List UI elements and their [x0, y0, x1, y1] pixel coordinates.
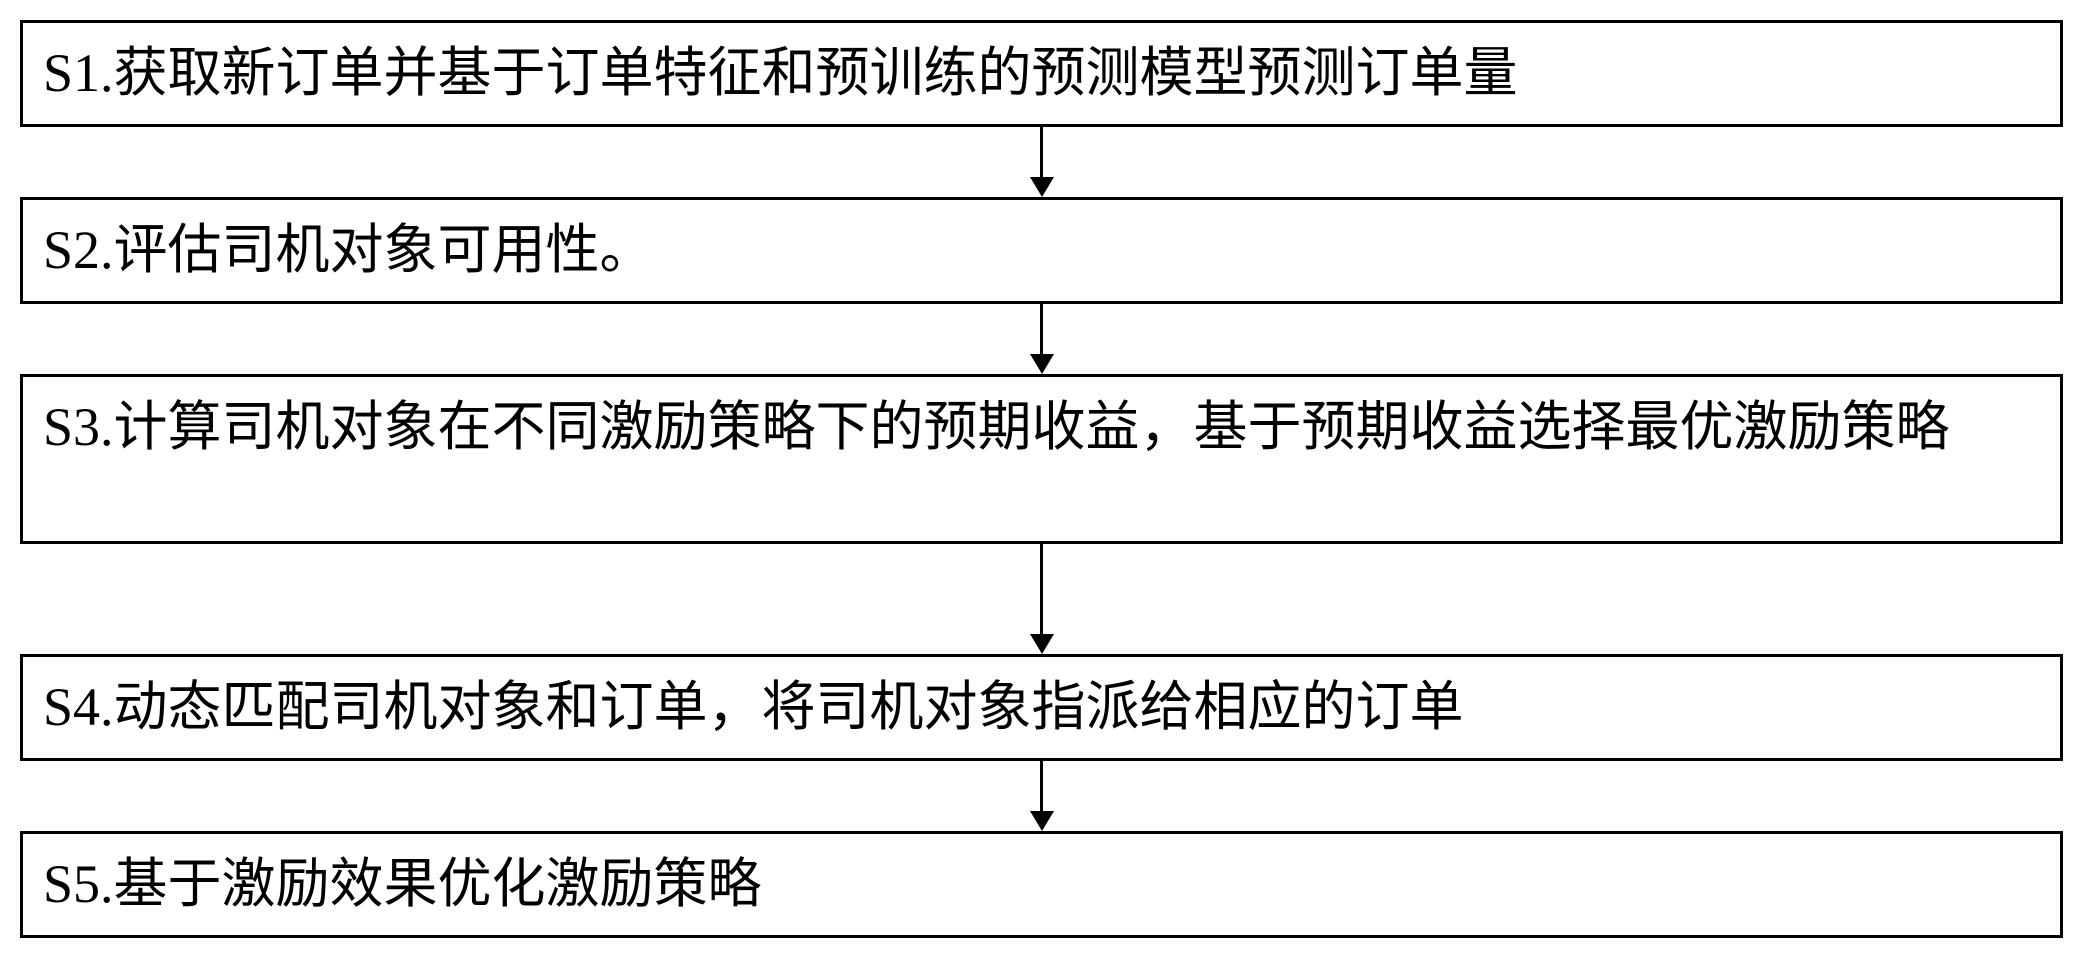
arrow-line-icon: [1040, 761, 1043, 811]
step-s3-text: S3.计算司机对象在不同激励策略下的预期收益，基于预期收益选择最优激励策略: [43, 397, 1950, 457]
arrow-head-icon: [1030, 177, 1054, 197]
step-s5: S5.基于激励效果优化激励策略: [20, 831, 2063, 938]
arrow-line-icon: [1040, 127, 1043, 177]
arrow-head-icon: [1030, 634, 1054, 654]
step-s4-text: S4.动态匹配司机对象和订单，将司机对象指派给相应的订单: [43, 667, 1464, 748]
step-s3: S3.计算司机对象在不同激励策略下的预期收益，基于预期收益选择最优激励策略: [20, 374, 2063, 544]
arrow-s2-s3: [1030, 304, 1054, 374]
arrow-head-icon: [1030, 354, 1054, 374]
step-s1-text: S1.获取新订单并基于订单特征和预训练的预测模型预测订单量: [43, 33, 1518, 114]
arrow-line-icon: [1040, 544, 1043, 634]
step-s1: S1.获取新订单并基于订单特征和预训练的预测模型预测订单量: [20, 20, 2063, 127]
step-s4: S4.动态匹配司机对象和订单，将司机对象指派给相应的订单: [20, 654, 2063, 761]
step-s2-text: S2.评估司机对象可用性。: [43, 210, 654, 291]
arrow-s4-s5: [1030, 761, 1054, 831]
arrow-line-icon: [1040, 304, 1043, 354]
arrow-head-icon: [1030, 811, 1054, 831]
flowchart-container: S1.获取新订单并基于订单特征和预训练的预测模型预测订单量 S2.评估司机对象可…: [20, 20, 2063, 938]
step-s2: S2.评估司机对象可用性。: [20, 197, 2063, 304]
arrow-s1-s2: [1030, 127, 1054, 197]
arrow-s3-s4: [1030, 544, 1054, 654]
step-s5-text: S5.基于激励效果优化激励策略: [43, 844, 762, 925]
